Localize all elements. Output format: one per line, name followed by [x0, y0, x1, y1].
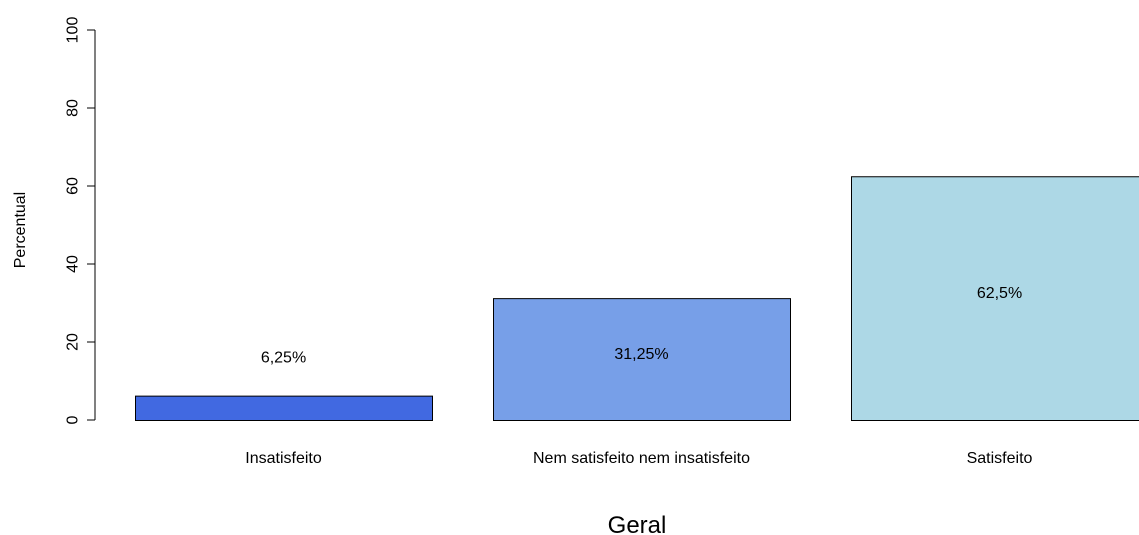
- y-tick-label: 20: [65, 333, 82, 351]
- y-axis: 0 20 40 60 80 100: [65, 17, 96, 424]
- bar: [493, 298, 791, 421]
- y-tick-label: 100: [65, 17, 82, 44]
- bar: [851, 176, 1139, 421]
- bars: [135, 176, 1139, 421]
- value-label: 31,25%: [614, 346, 668, 363]
- y-tick-label: 40: [65, 255, 82, 273]
- category-label: Nem satisfeito nem insatisfeito: [533, 450, 750, 467]
- value-labels: 6,25% 31,25% 62,5%: [261, 285, 1022, 367]
- y-tick-label: 0: [65, 415, 82, 424]
- category-labels: Insatisfeito Nem satisfeito nem insatisfe…: [245, 450, 1032, 467]
- value-label: 62,5%: [977, 285, 1022, 302]
- category-label: Satisfeito: [967, 450, 1033, 467]
- x-axis-label: Geral: [608, 512, 667, 535]
- y-axis-label: Percentual: [12, 192, 29, 269]
- value-label: 6,25%: [261, 350, 306, 367]
- category-label: Insatisfeito: [245, 450, 322, 467]
- bar: [135, 395, 433, 421]
- y-tick-label: 80: [65, 99, 82, 117]
- y-tick-label: 60: [65, 177, 82, 195]
